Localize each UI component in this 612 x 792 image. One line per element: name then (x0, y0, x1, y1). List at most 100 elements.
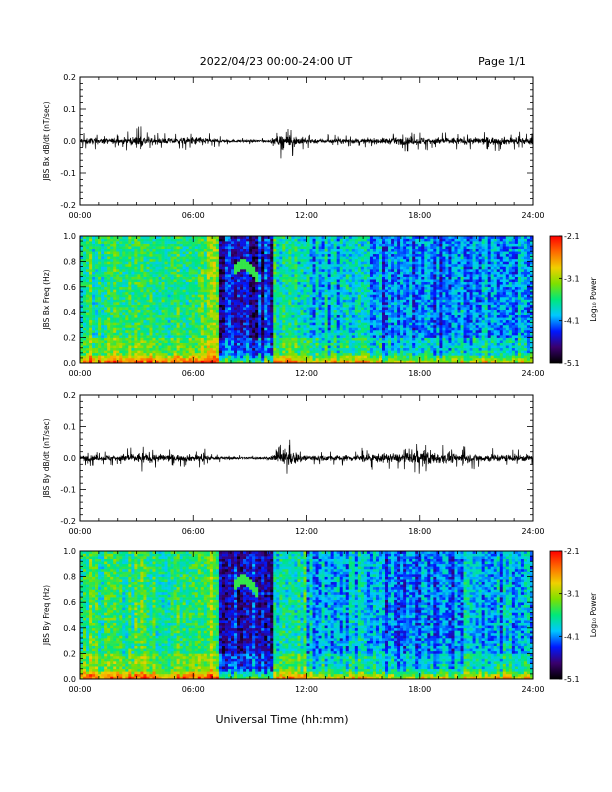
spectrogram-cell (143, 261, 146, 264)
spectrogram-cell (198, 317, 201, 320)
spectrogram-cell (180, 353, 183, 356)
spectrogram-cell (297, 259, 300, 262)
spectrogram-cell (319, 333, 322, 336)
spectrogram-cell (219, 277, 222, 280)
spectrogram-cell (140, 315, 143, 318)
spectrogram-cell (171, 310, 174, 313)
spectrogram-cell (313, 297, 316, 300)
spectrogram-cell (113, 345, 116, 348)
spectrogram-cell (92, 358, 95, 361)
spectrogram-cell (288, 340, 291, 343)
spectrogram-cell (249, 274, 252, 277)
spectrogram-cell (131, 259, 134, 262)
spectrogram-cell (297, 355, 300, 358)
spectrogram-cell (370, 289, 373, 292)
spectrogram-cell (370, 358, 373, 361)
spectrogram-cell (252, 284, 255, 287)
spectrogram-cell (189, 350, 192, 353)
spectrogram-cell (222, 333, 225, 336)
spectrogram-cell (331, 333, 334, 336)
spectrogram-cell (171, 312, 174, 315)
spectrogram-cell (349, 249, 352, 252)
spectrogram-cell (285, 327, 288, 330)
spectrogram-cell (107, 284, 110, 287)
spectrogram-cell (180, 244, 183, 247)
spectrogram-cell (343, 259, 346, 262)
spectrogram-cell (240, 348, 243, 351)
spectrogram-cell (83, 340, 86, 343)
spectrogram-cell (291, 239, 294, 242)
spectrogram-cell (334, 282, 337, 285)
spectrogram-cell (156, 284, 159, 287)
spectrogram-cell (95, 317, 98, 320)
spectrogram-cell (234, 333, 237, 336)
spectrogram-cell (207, 307, 210, 310)
spectrogram-cell (307, 289, 310, 292)
spectrogram-cell (107, 297, 110, 300)
spectrogram-cell (134, 246, 137, 249)
spectrogram-cell (352, 338, 355, 341)
spectrogram-cell (282, 343, 285, 346)
spectrogram-cell (370, 350, 373, 353)
spectrogram-cell (146, 277, 149, 280)
spectrogram-cell (252, 322, 255, 325)
spectrogram-cell (225, 312, 228, 315)
spectrogram-cell (152, 279, 155, 282)
spectrogram-cell (131, 261, 134, 264)
spectrogram-cell (101, 322, 104, 325)
spectrogram-cell (222, 282, 225, 285)
spectrogram-cell (246, 338, 249, 341)
spectrogram-cell (146, 317, 149, 320)
spectrogram-cell (86, 259, 89, 262)
spectrogram-cell (113, 249, 116, 252)
spectrogram-cell (222, 330, 225, 333)
spectrogram-cell (355, 310, 358, 313)
spectrogram-cell (152, 312, 155, 315)
spectrogram-cell (370, 345, 373, 348)
spectrogram-cell (131, 249, 134, 252)
spectrogram-cell (361, 345, 364, 348)
spectrogram-cell (168, 297, 171, 300)
spectrogram-cell (195, 251, 198, 254)
spectrogram-cell (119, 279, 122, 282)
spectrogram-cell (240, 279, 243, 282)
spectrogram-cell (370, 292, 373, 295)
spectrogram-cell (131, 350, 134, 353)
spectrogram-cell (98, 249, 101, 252)
spectrogram-cell (125, 335, 128, 338)
spectrogram-cell (243, 289, 246, 292)
spectrogram-cell (125, 350, 128, 353)
spectrogram-cell (355, 300, 358, 303)
spectrogram-cell (285, 264, 288, 267)
spectrogram-cell (288, 300, 291, 303)
spectrogram-cell (204, 239, 207, 242)
spectrogram-cell (110, 279, 113, 282)
spectrogram-cell (225, 333, 228, 336)
spectrogram-cell (231, 350, 234, 353)
spectrogram-cell (319, 289, 322, 292)
spectrogram-cell (104, 338, 107, 341)
spectrogram-cell (134, 317, 137, 320)
spectrogram-cell (270, 272, 273, 275)
spectrogram-cell (125, 310, 128, 313)
spectrogram-cell (125, 292, 128, 295)
spectrogram-cell (255, 274, 258, 277)
spectrogram-cell (165, 343, 168, 346)
spectrogram-cell (358, 251, 361, 254)
spectrogram-cell (267, 287, 270, 290)
spectrogram-cell (364, 284, 367, 287)
spectrogram-cell (92, 259, 95, 262)
spectrogram-cell (83, 251, 86, 254)
spectrogram-cell (270, 315, 273, 318)
spectrogram-cell (237, 259, 240, 262)
spectrogram-cell (213, 256, 216, 259)
spectrogram-cell (189, 259, 192, 262)
spectrogram-cell (297, 256, 300, 259)
spectrogram-cell (310, 277, 313, 280)
spectrogram-cell (128, 343, 131, 346)
spectrogram-cell (358, 287, 361, 290)
spectrogram-cell (113, 358, 116, 361)
spectrogram-cell (216, 305, 219, 308)
spectrogram-cell (334, 358, 337, 361)
spectrogram-cell (243, 300, 246, 303)
